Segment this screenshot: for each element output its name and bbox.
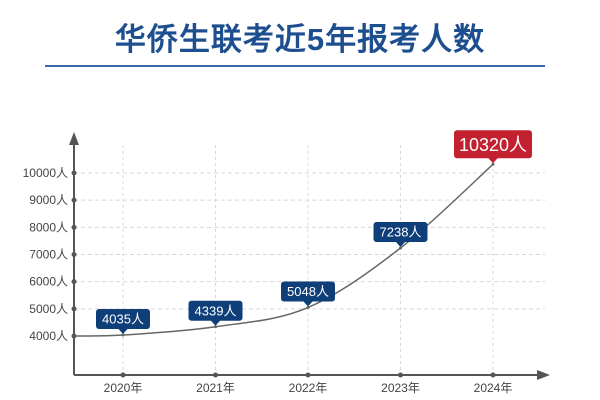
data-label-text: 10320人 (459, 135, 527, 155)
y-tick-label: 10000人 (23, 166, 68, 180)
data-label: 10320人 (454, 130, 532, 164)
y-tick-label: 6000人 (29, 275, 68, 289)
data-label-box (188, 300, 243, 321)
data-point (399, 246, 402, 250)
data-label-text: 4339人 (195, 303, 237, 318)
x-tick-label: 2020年 (104, 381, 143, 395)
data-label: 7238人 (373, 222, 428, 248)
data-label-pointer (118, 328, 128, 335)
y-tick-label: 9000人 (29, 193, 68, 207)
data-label: 4035人 (96, 309, 150, 335)
y-tick-label: 4000人 (29, 329, 68, 343)
x-tick-label: 2023年 (381, 381, 420, 395)
data-point (306, 306, 310, 310)
data-label-box (454, 130, 532, 159)
x-tick-label: 2022年 (289, 381, 328, 395)
x-tick-label: 2024年 (474, 381, 513, 395)
data-label: 4339人 (188, 300, 243, 326)
y-tick-label: 8000人 (29, 220, 68, 234)
title-divider (45, 65, 545, 67)
y-tick-label: 7000人 (29, 247, 68, 261)
x-axis-arrow-icon (537, 370, 550, 380)
data-label-text: 4035人 (102, 312, 144, 327)
data-point (214, 325, 217, 329)
data-label-pointer (303, 301, 313, 307)
chart-title: 华侨生联考近5年报考人数 (114, 22, 486, 57)
data-label-pointer (210, 320, 221, 326)
data-label-box (96, 309, 150, 330)
data-point (491, 162, 495, 166)
y-axis-arrow-icon (69, 132, 79, 145)
data-label-box (281, 281, 335, 302)
data-label-box (373, 222, 428, 243)
data-label: 5048人 (281, 281, 335, 307)
data-label-text: 7238人 (380, 225, 422, 240)
data-label-pointer (395, 241, 406, 248)
y-tick-label: 5000人 (29, 302, 68, 316)
data-label-text: 5048人 (287, 284, 329, 299)
x-tick-label: 2021年 (196, 381, 235, 395)
data-point (121, 333, 125, 337)
data-label-pointer (488, 157, 498, 164)
